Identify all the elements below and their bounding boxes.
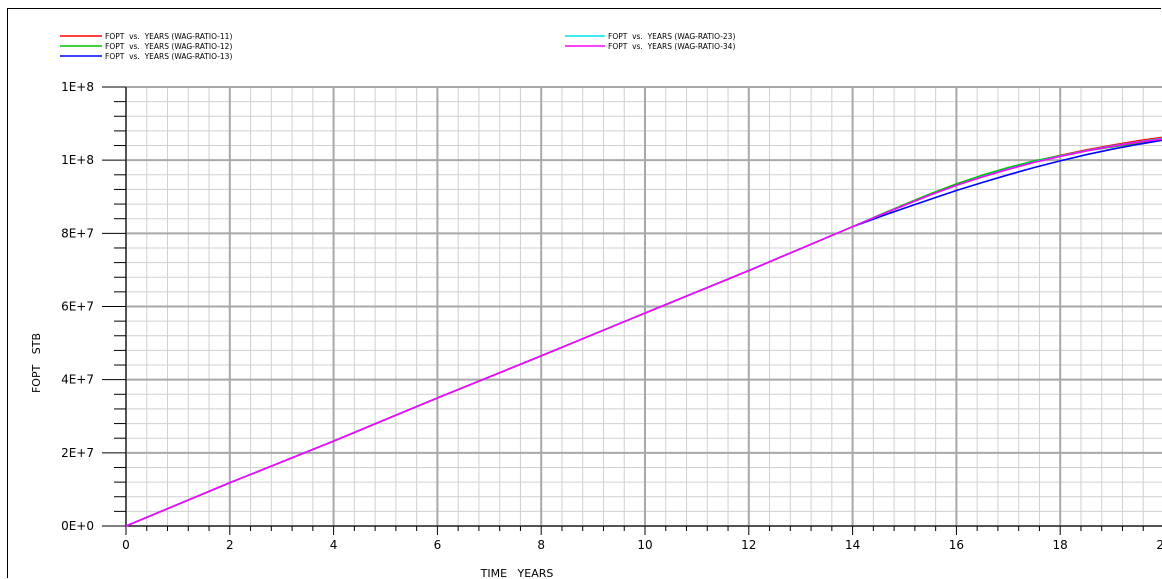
- legend-label: FOPT vs. YEARS (WAG-RATIO-13): [105, 52, 232, 61]
- x-tick-label: 14: [845, 538, 860, 552]
- legend-label: FOPT vs. YEARS (WAG-RATIO-11): [105, 32, 232, 41]
- y-tick-label: 1E+8: [61, 153, 94, 167]
- series-line: [125, 138, 1162, 527]
- x-tick-label: 10: [637, 538, 652, 552]
- legend-label: FOPT vs. YEARS (WAG-RATIO-23): [608, 32, 735, 41]
- y-tick-label: 0E+0: [61, 519, 94, 533]
- x-tick-label: 4: [330, 538, 338, 552]
- y-tick-label: 1E+8: [61, 80, 94, 94]
- axes: 0 2 4 6 8 10 12 14 16 18 20 0E+0 2E+7 4E+7 6E+7 8E+7 1E+…: [61, 80, 1162, 552]
- major-gridlines: [125, 86, 1162, 527]
- x-tick-label: 18: [1053, 538, 1068, 552]
- y-tick-label: 2E+7: [61, 446, 94, 460]
- x-tick-label: 0: [122, 538, 130, 552]
- legend-label: FOPT vs. YEARS (WAG-RATIO-34): [608, 42, 735, 51]
- x-axis-label: TIME YEARS: [480, 567, 554, 579]
- x-tick-label: 2: [226, 538, 234, 552]
- y-tick-label: 6E+7: [61, 300, 94, 314]
- x-tick-label: 16: [949, 538, 964, 552]
- x-tick-label: 8: [537, 538, 545, 552]
- series-lines: [125, 136, 1162, 527]
- y-tick-label: 4E+7: [61, 373, 94, 387]
- legend-label: FOPT vs. YEARS (WAG-RATIO-12): [105, 42, 232, 51]
- y-tick-label: 8E+7: [61, 226, 94, 240]
- legend: FOPT vs. YEARS (WAG-RATIO-11)FOPT vs. YE…: [60, 32, 735, 61]
- chart-frame: [7, 8, 1161, 578]
- y-axis-label: FOPT STB: [30, 333, 43, 393]
- x-tick-label: 6: [434, 538, 442, 552]
- x-tick-label: 20: [1156, 538, 1162, 552]
- x-tick-label: 12: [741, 538, 756, 552]
